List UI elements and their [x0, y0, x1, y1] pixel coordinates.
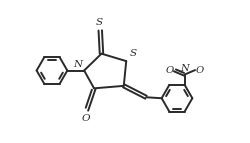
Text: O: O [166, 66, 174, 75]
Text: N: N [73, 60, 82, 69]
Text: S: S [96, 18, 103, 27]
Text: O: O [195, 66, 203, 75]
Text: N: N [180, 64, 189, 73]
Text: O: O [81, 114, 90, 123]
Text: S: S [129, 49, 136, 58]
